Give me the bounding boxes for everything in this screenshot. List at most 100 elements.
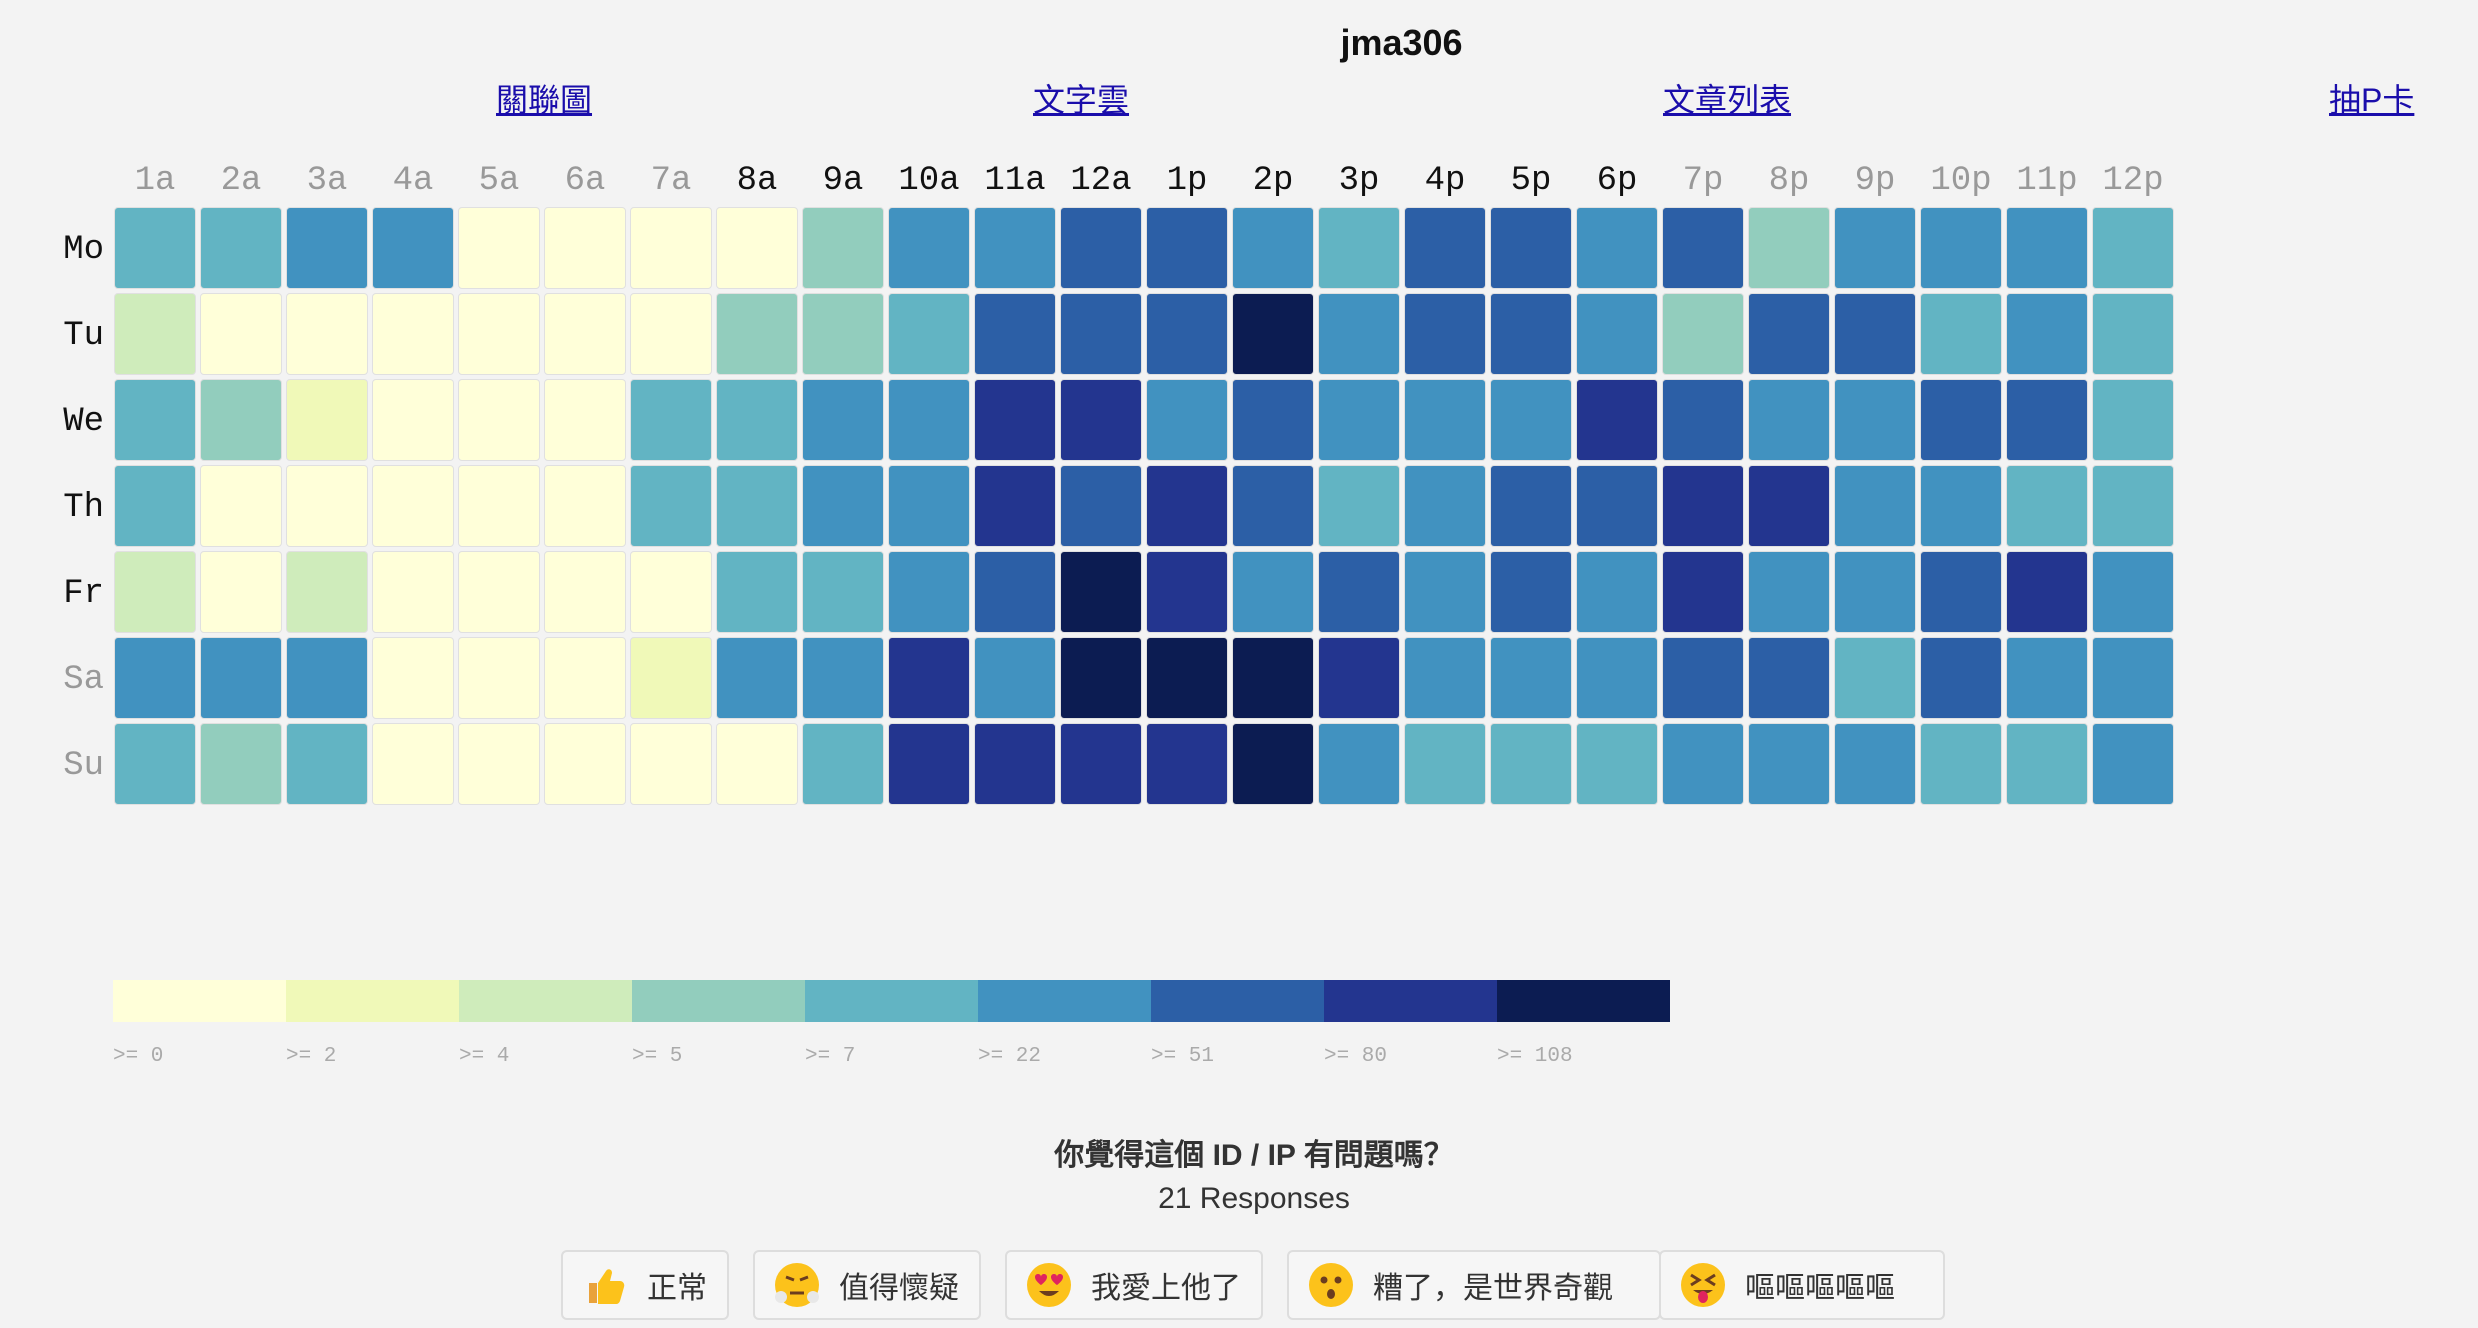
heatmap-cell — [802, 465, 884, 547]
reaction-wonder-button[interactable]: 糟了，是世界奇觀 — [1287, 1250, 1661, 1320]
heatmap-cell — [458, 637, 540, 719]
heatmap-cell — [1662, 551, 1744, 633]
reaction-suspicious-button[interactable]: 值得懷疑 — [753, 1250, 981, 1320]
heatmap-cell — [200, 379, 282, 461]
heatmap-cell — [1834, 465, 1916, 547]
reaction-label: 值得懷疑 — [839, 1272, 959, 1305]
heatmap-cell — [888, 207, 970, 289]
reaction-normal-button[interactable]: 正常 — [561, 1250, 729, 1320]
thumbs-up-icon — [583, 1263, 627, 1307]
hour-label: 2p — [1252, 162, 1294, 200]
heatmap-cell — [458, 723, 540, 805]
heatmap-cell — [802, 551, 884, 633]
heatmap-cell — [630, 465, 712, 547]
heatmap-cell — [286, 465, 368, 547]
hour-label: 9p — [1854, 162, 1896, 200]
nav-link-draw-p-card[interactable]: 抽P卡 — [2329, 82, 2415, 118]
legend-label: >= 7 — [805, 1045, 856, 1068]
heatmap-cell — [1576, 207, 1658, 289]
heatmap-cell — [716, 637, 798, 719]
heatmap-cell — [630, 379, 712, 461]
day-label: Sa — [63, 661, 104, 699]
heatmap-cell — [458, 379, 540, 461]
heatmap-cell — [1662, 207, 1744, 289]
heatmap-cell — [1060, 207, 1142, 289]
heatmap-cell — [544, 207, 626, 289]
hour-label: 10a — [898, 162, 960, 200]
hour-label: 5a — [478, 162, 520, 200]
heatmap-cell — [200, 207, 282, 289]
heatmap-cell — [2006, 465, 2088, 547]
hour-label: 4a — [392, 162, 434, 200]
heatmap-cell — [1490, 293, 1572, 375]
legend-swatch — [632, 980, 805, 1022]
heatmap-cell — [114, 207, 196, 289]
heatmap-cell — [1920, 379, 2002, 461]
legend-label: >= 2 — [286, 1045, 337, 1068]
heatmap-cell — [1920, 293, 2002, 375]
heatmap-cell — [1662, 465, 1744, 547]
heatmap-cell — [544, 293, 626, 375]
heatmap-cell — [1920, 465, 2002, 547]
heatmap-cell — [1146, 207, 1228, 289]
heatmap-cell — [1060, 293, 1142, 375]
heatmap-cell — [544, 465, 626, 547]
heatmap-cell — [1232, 465, 1314, 547]
heatmap-cell — [974, 293, 1056, 375]
heatmap-cell — [1060, 723, 1142, 805]
heatmap-cell — [1232, 637, 1314, 719]
heatmap-cell — [2092, 723, 2174, 805]
heatmap-cell — [200, 293, 282, 375]
reaction-label: 正常 — [647, 1272, 707, 1305]
reaction-label: 我愛上他了 — [1091, 1272, 1241, 1305]
heatmap-cell — [114, 723, 196, 805]
heatmap-cell — [1404, 293, 1486, 375]
heatmap-cell — [974, 465, 1056, 547]
heatmap-cell — [1060, 551, 1142, 633]
heatmap-cell — [1318, 637, 1400, 719]
heatmap-cell — [2006, 637, 2088, 719]
heatmap-cell — [1490, 379, 1572, 461]
heatmap-cell — [1060, 379, 1142, 461]
heatmap-cell — [716, 723, 798, 805]
hour-label: 9a — [822, 162, 864, 200]
legend-label: >= 80 — [1324, 1045, 1388, 1068]
day-label: Th — [63, 489, 104, 527]
reaction-love-button[interactable]: 我愛上他了 — [1005, 1250, 1263, 1320]
heatmap-cell — [974, 723, 1056, 805]
hour-label: 8a — [736, 162, 778, 200]
reaction-label: 嘔嘔嘔嘔嘔 — [1745, 1272, 1895, 1305]
heatmap-cell — [114, 379, 196, 461]
hour-label: 3a — [306, 162, 348, 200]
hour-label: 8p — [1768, 162, 1810, 200]
legend-label: >= 22 — [978, 1045, 1042, 1068]
nav-link-relation-graph[interactable]: 關聯圖 — [496, 82, 593, 118]
heatmap-cell — [2006, 379, 2088, 461]
reaction-vomit-button[interactable]: 嘔嘔嘔嘔嘔 — [1659, 1250, 1945, 1320]
heatmap-cell — [630, 723, 712, 805]
heatmap-cell — [114, 637, 196, 719]
heatmap-cell — [1576, 637, 1658, 719]
heatmap-cell — [1490, 637, 1572, 719]
hour-label: 7a — [650, 162, 692, 200]
legend-swatch — [978, 980, 1151, 1022]
heatmap-cell — [1920, 637, 2002, 719]
heatmap-cell — [1576, 551, 1658, 633]
heatmap-cell — [802, 293, 884, 375]
heatmap-cell — [458, 551, 540, 633]
heatmap-cell — [286, 723, 368, 805]
heatmap-cell — [1232, 293, 1314, 375]
nav-link-word-cloud[interactable]: 文字雲 — [1033, 82, 1130, 118]
heatmap-cell — [974, 379, 1056, 461]
hour-label: 1p — [1166, 162, 1208, 200]
heatmap-cell — [1318, 551, 1400, 633]
heatmap-cell — [1662, 293, 1744, 375]
heatmap-cell — [1748, 293, 1830, 375]
heatmap-cell — [1834, 551, 1916, 633]
heatmap-cell — [630, 551, 712, 633]
heatmap-cell — [1748, 723, 1830, 805]
heatmap-cell — [1920, 551, 2002, 633]
nav-link-article-list[interactable]: 文章列表 — [1663, 82, 1792, 118]
heatmap-cell — [974, 207, 1056, 289]
legend-swatch — [1151, 980, 1324, 1022]
